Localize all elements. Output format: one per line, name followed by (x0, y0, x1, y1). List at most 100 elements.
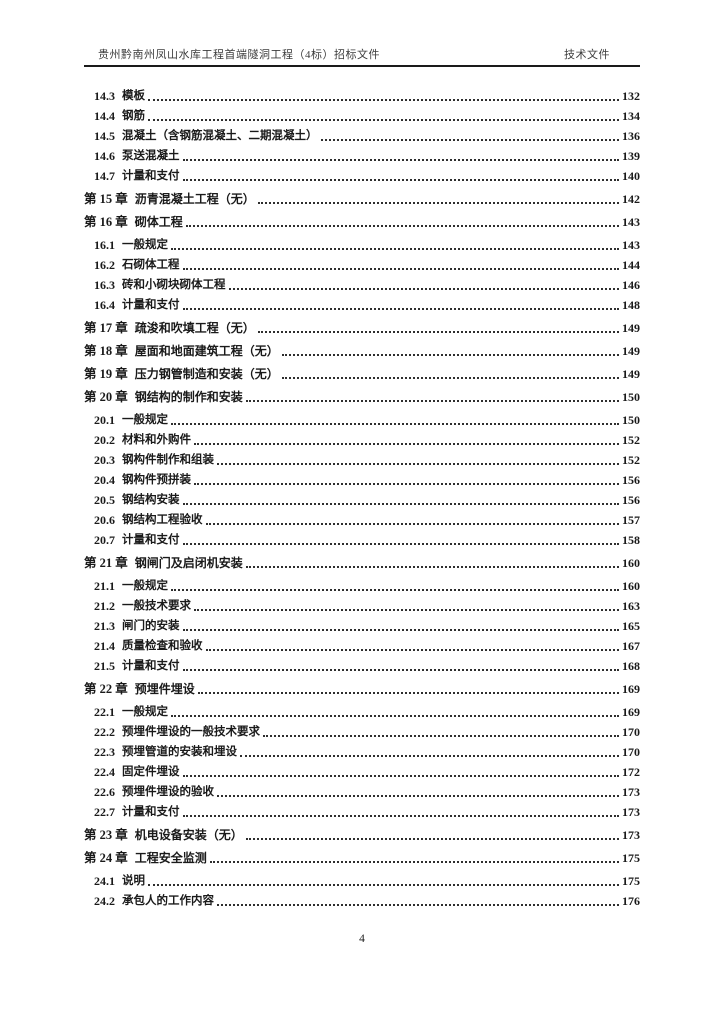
toc-entry[interactable]: 第 16 章 砌体工程 143 (84, 212, 640, 232)
toc-entry[interactable]: 第 19 章 压力钢管制造和安装（无） 149 (84, 364, 640, 384)
toc-entry[interactable]: 第 22 章 预埋件埋设 169 (84, 679, 640, 699)
toc-entry-page: 169 (622, 705, 640, 719)
toc-entry-title: 一般技术要求 (122, 600, 191, 612)
toc-entry-page: 150 (622, 390, 640, 404)
toc-entry[interactable]: 14.3 模板 132 (84, 86, 640, 106)
toc-entry[interactable]: 第 18 章 屋面和地面建筑工程（无） 149 (84, 341, 640, 361)
toc-entry[interactable]: 21.2 一般技术要求 163 (84, 596, 640, 616)
header-document-title: 贵州黔南州凤山水库工程首端隧洞工程（4标）招标文件 (98, 49, 380, 61)
toc-entry[interactable]: 14.7 计量和支付 140 (84, 166, 640, 186)
toc-entry-title: 石砌体工程 (122, 259, 180, 271)
toc-dot-leader (171, 248, 619, 250)
toc-entry-title: 一般规定 (122, 239, 168, 251)
toc-entry-number: 21.4 (94, 639, 115, 653)
toc-entry-title: 闸门的安装 (122, 620, 180, 632)
toc-entry-page: 173 (622, 805, 640, 819)
toc-entry-page: 158 (622, 533, 640, 547)
toc-entry-number: 第 19 章 (84, 367, 128, 381)
toc-dot-leader (194, 609, 619, 611)
toc-entry[interactable]: 22.2 预埋件埋设的一般技术要求 170 (84, 722, 640, 742)
toc-dot-leader (245, 400, 619, 402)
toc-entry[interactable]: 第 15 章 沥青混凝土工程（无） 142 (84, 189, 640, 209)
toc-entry[interactable]: 21.4 质量检查和验收 167 (84, 636, 640, 656)
toc-entry-page: 139 (622, 149, 640, 163)
toc-entry-number: 第 18 章 (84, 344, 128, 358)
toc-entry[interactable]: 第 20 章 钢结构的制作和安装 150 (84, 387, 640, 407)
toc-entry[interactable]: 第 23 章 机电设备安装（无） 173 (84, 825, 640, 845)
toc-entry[interactable]: 24.2 承包人的工作内容 176 (84, 891, 640, 911)
toc-entry[interactable]: 22.3 预埋管道的安装和埋设 170 (84, 742, 640, 762)
toc-entry[interactable]: 16.2 石砌体工程 144 (84, 255, 640, 275)
toc-entry-number: 第 24 章 (84, 851, 128, 865)
toc-entry[interactable]: 20.6 钢结构工程验收 157 (84, 510, 640, 530)
toc-entry-page: 168 (622, 659, 640, 673)
toc-entry[interactable]: 第 24 章 工程安全监测 175 (84, 848, 640, 868)
toc-entry-title: 钢结构的制作和安装 (134, 390, 243, 404)
toc-dot-leader (182, 308, 619, 310)
toc-entry-title: 机电设备安装（无） (134, 828, 243, 842)
toc-entry[interactable]: 14.5 混凝土（含钢筋混凝土、二期混凝土） 136 (84, 126, 640, 146)
toc-entry-page: 144 (622, 258, 640, 272)
toc-entry[interactable]: 20.5 钢结构安装 156 (84, 490, 640, 510)
toc-entry-title: 疏浚和吹填工程（无） (134, 321, 255, 335)
toc-entry[interactable]: 21.5 计量和支付 168 (84, 656, 640, 676)
toc-dot-leader (148, 99, 619, 101)
toc-entry[interactable]: 第 21 章 钢闸门及启闭机安装 160 (84, 553, 640, 573)
toc-dot-leader (257, 331, 619, 333)
toc-entry-page: 143 (622, 238, 640, 252)
toc-entry-number: 14.5 (94, 129, 115, 143)
toc-dot-leader (182, 669, 619, 671)
toc-entry[interactable]: 22.6 预埋件埋设的验收 173 (84, 782, 640, 802)
toc-entry-number: 21.1 (94, 579, 115, 593)
toc-entry[interactable]: 14.6 泵送混凝土 139 (84, 146, 640, 166)
toc-entry-title: 混凝土（含钢筋混凝土、二期混凝土） (122, 130, 318, 142)
toc-entry-page: 167 (622, 639, 640, 653)
toc-entry-page: 156 (622, 493, 640, 507)
toc-entry[interactable]: 第 17 章 疏浚和吹填工程（无） 149 (84, 318, 640, 338)
toc-entry[interactable]: 21.1 一般规定 160 (84, 576, 640, 596)
toc-entry-page: 156 (622, 473, 640, 487)
toc-dot-leader (182, 629, 619, 631)
toc-entry-number: 第 23 章 (84, 828, 128, 842)
toc-entry-number: 14.6 (94, 149, 115, 163)
toc-entry[interactable]: 20.4 钢构件预拼装 156 (84, 470, 640, 490)
toc-entry-title: 质量检查和验收 (122, 640, 203, 652)
toc-entry-number: 21.2 (94, 599, 115, 613)
toc-dot-leader (197, 692, 619, 694)
toc-entry-number: 21.3 (94, 619, 115, 633)
toc-entry-page: 173 (622, 828, 640, 842)
toc-entry[interactable]: 20.2 材料和外购件 152 (84, 430, 640, 450)
toc-entry[interactable]: 20.7 计量和支付 158 (84, 530, 640, 550)
toc-entry-number: 第 16 章 (84, 215, 128, 229)
toc-entry[interactable]: 20.3 钢构件制作和组装 152 (84, 450, 640, 470)
toc-entry[interactable]: 22.1 一般规定 169 (84, 702, 640, 722)
toc-entry-page: 143 (622, 215, 640, 229)
toc-dot-leader (148, 884, 619, 886)
toc-entry-number: 20.2 (94, 433, 115, 447)
toc-entry-page: 170 (622, 725, 640, 739)
toc-entry[interactable]: 20.1 一般规定 150 (84, 410, 640, 430)
toc-entry-title: 沥青混凝土工程（无） (134, 192, 255, 206)
toc-entry-title: 钢筋 (122, 110, 145, 122)
toc-entry[interactable]: 22.7 计量和支付 173 (84, 802, 640, 822)
toc-dot-leader (182, 543, 619, 545)
toc-entry-page: 165 (622, 619, 640, 633)
toc-entry-title: 承包人的工作内容 (122, 895, 214, 907)
toc-entry-number: 20.6 (94, 513, 115, 527)
toc-dot-leader (281, 377, 619, 379)
toc-dot-leader (182, 159, 619, 161)
toc-entry-title: 钢构件制作和组装 (122, 454, 214, 466)
toc-entry[interactable]: 16.1 一般规定 143 (84, 235, 640, 255)
toc-entry[interactable]: 24.1 说明 175 (84, 871, 640, 891)
toc-dot-leader (228, 288, 619, 290)
toc-dot-leader (209, 861, 619, 863)
toc-entry[interactable]: 14.4 钢筋 134 (84, 106, 640, 126)
toc-entry-page: 142 (622, 192, 640, 206)
page-header: 贵州黔南州凤山水库工程首端隧洞工程（4标）招标文件 技术文件 (84, 46, 640, 67)
toc-dot-leader (217, 463, 619, 465)
toc-entry[interactable]: 16.3 砖和小砌块砌体工程 146 (84, 275, 640, 295)
toc-entry[interactable]: 21.3 闸门的安装 165 (84, 616, 640, 636)
toc-entry[interactable]: 16.4 计量和支付 148 (84, 295, 640, 315)
toc-entry-number: 14.3 (94, 89, 115, 103)
toc-entry[interactable]: 22.4 固定件埋设 172 (84, 762, 640, 782)
